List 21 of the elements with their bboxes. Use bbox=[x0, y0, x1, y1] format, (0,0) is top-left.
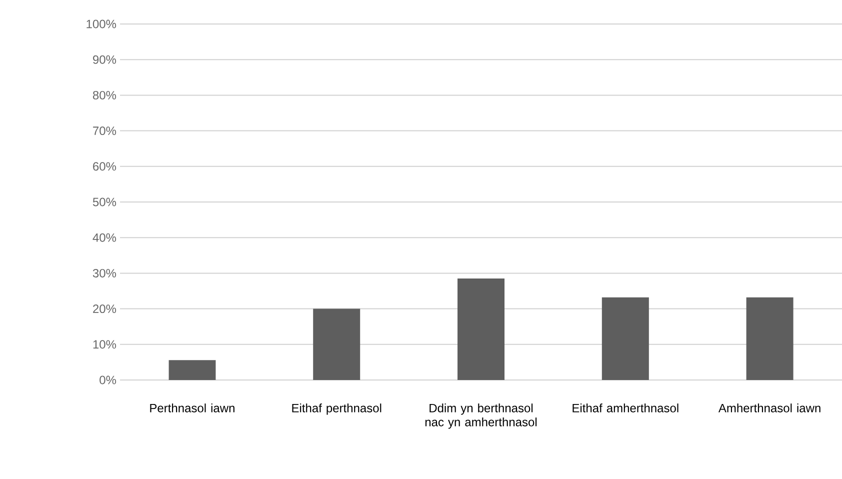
y-tick-label: 20% bbox=[93, 304, 116, 314]
bar bbox=[313, 308, 360, 380]
x-tick-label: Amherthnasol iawn bbox=[718, 404, 820, 412]
x-tick-label: Eithaf amherthnasol bbox=[572, 404, 678, 412]
y-tick-label: 70% bbox=[93, 126, 116, 136]
y-tick-label: 30% bbox=[92, 268, 116, 278]
bar bbox=[746, 297, 794, 380]
y-tick-label: 60% bbox=[93, 162, 116, 171]
bar bbox=[602, 297, 649, 380]
y-tick-label: 90% bbox=[93, 55, 116, 64]
x-tick-label: Perthnasol iawn bbox=[150, 404, 234, 412]
y-tick-label: 50% bbox=[92, 198, 116, 206]
x-tick-label: Eithaf perthnasol bbox=[292, 404, 382, 415]
y-tick-label: 40% bbox=[92, 233, 116, 242]
y-tick-label: 0% bbox=[100, 376, 116, 384]
bar bbox=[168, 360, 216, 380]
y-tick-label: 80% bbox=[92, 90, 116, 100]
y-tick-label: 100% bbox=[86, 20, 116, 28]
y-tick-label: 10% bbox=[93, 340, 116, 349]
bar bbox=[458, 278, 505, 380]
x-tick-label: Ddim yn berthnasol nac yn amherthnasol bbox=[425, 404, 537, 429]
